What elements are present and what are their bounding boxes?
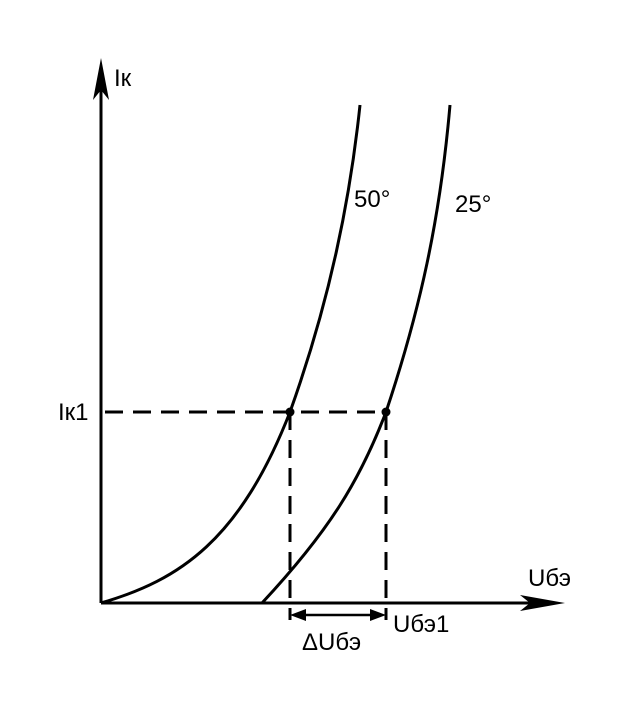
delta-label: ΔUбэ bbox=[302, 629, 361, 656]
curve-label: 50° bbox=[354, 186, 390, 213]
curve-label: 25° bbox=[455, 191, 491, 218]
point-y-label: Iк1 bbox=[58, 399, 89, 426]
point-x-label: Uбэ1 bbox=[393, 611, 449, 638]
y-arrow bbox=[93, 58, 109, 100]
delta-arrow-right bbox=[370, 609, 386, 621]
point-25 bbox=[381, 407, 391, 417]
point-50 bbox=[285, 407, 295, 417]
x-arrow bbox=[520, 595, 565, 611]
curve-50 bbox=[100, 104, 362, 605]
y-axis-label: Iк bbox=[114, 65, 132, 92]
x-axis-label: Uбэ bbox=[528, 565, 571, 592]
axes bbox=[99, 68, 550, 605]
delta-arrow-left bbox=[290, 609, 306, 621]
dashed-lines bbox=[105, 410, 388, 620]
